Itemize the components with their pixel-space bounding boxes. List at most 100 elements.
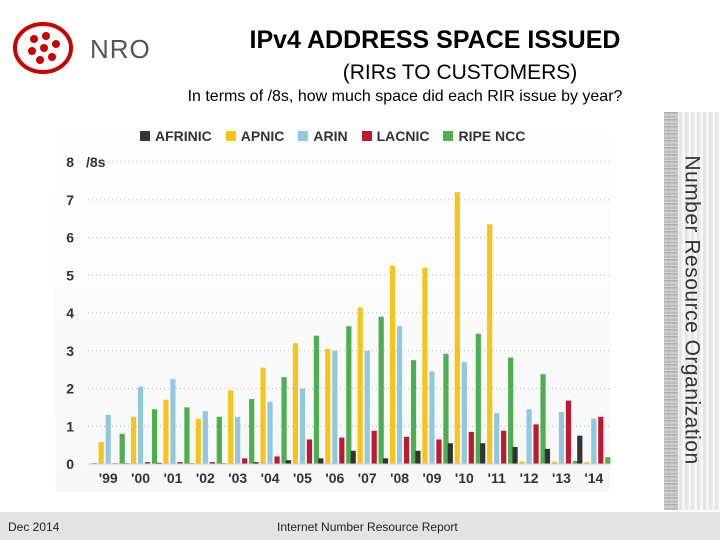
bar-arin bbox=[267, 401, 273, 464]
y-tick-label: 3 bbox=[66, 343, 74, 359]
legend-swatch bbox=[443, 131, 454, 141]
bar-arin bbox=[591, 418, 597, 464]
bar-afrinic bbox=[253, 462, 259, 464]
bar-afrinic bbox=[447, 443, 453, 464]
bar-ripe-ncc bbox=[410, 360, 417, 464]
bar-lacnic bbox=[468, 431, 474, 464]
bar-ripe-ncc bbox=[508, 357, 514, 464]
bar-apnic bbox=[584, 462, 590, 464]
bar-ripe-ncc bbox=[249, 399, 255, 464]
bar-ripe-ncc bbox=[572, 460, 579, 464]
footer-bar: Dec 2014 Internet Number Resource Report bbox=[0, 512, 720, 540]
bar-afrinic bbox=[415, 450, 421, 464]
bar-ripe-ncc bbox=[119, 433, 125, 464]
legend-swatch bbox=[225, 131, 236, 141]
bar-apnic bbox=[389, 265, 396, 464]
bar-arin bbox=[105, 414, 111, 464]
x-tick-label: '01 bbox=[163, 470, 182, 486]
bar-ripe-ncc bbox=[184, 407, 190, 464]
x-tick-label: '11 bbox=[488, 470, 506, 486]
bar-lacnic bbox=[177, 462, 183, 464]
bar-afrinic bbox=[577, 435, 583, 464]
y-tick-label: 1 bbox=[66, 418, 74, 434]
y-tick-label: 6 bbox=[66, 230, 74, 246]
x-tick-label: '08 bbox=[390, 470, 409, 486]
logo-text: NRO bbox=[90, 34, 151, 64]
bar-lacnic bbox=[533, 424, 539, 464]
bar-lacnic bbox=[501, 430, 507, 464]
bar-apnic bbox=[130, 416, 137, 464]
legend-label: ARIN bbox=[313, 128, 348, 144]
y-tick-label: 5 bbox=[66, 267, 74, 283]
nro-dots-logo-icon bbox=[13, 22, 73, 74]
bar-afrinic bbox=[544, 448, 551, 464]
bar-apnic bbox=[422, 267, 428, 464]
bar-arin bbox=[332, 350, 338, 464]
bar-lacnic bbox=[436, 439, 442, 464]
x-tick-label: '13 bbox=[552, 470, 571, 486]
x-tick-label: '12 bbox=[520, 470, 539, 486]
x-tick-label: '99 bbox=[99, 470, 118, 486]
bar-arin bbox=[299, 388, 306, 464]
bar-ripe-ncc bbox=[540, 374, 546, 464]
x-tick-label: '14 bbox=[584, 470, 603, 486]
bar-lacnic bbox=[371, 430, 377, 464]
bar-afrinic bbox=[512, 447, 518, 464]
bar-apnic bbox=[292, 343, 299, 464]
x-tick-label: '00 bbox=[131, 470, 150, 486]
x-tick-label: '05 bbox=[293, 470, 312, 486]
bar-ripe-ncc bbox=[281, 377, 287, 464]
bar-apnic bbox=[357, 307, 363, 464]
legend-label: APNIC bbox=[240, 128, 285, 144]
bar-afrinic bbox=[480, 443, 486, 464]
y-tick-label: 7 bbox=[66, 192, 74, 208]
bar-apnic bbox=[195, 418, 201, 464]
side-texture bbox=[664, 112, 720, 510]
x-tick-label: '06 bbox=[325, 470, 344, 486]
y-tick-label: 2 bbox=[66, 381, 74, 397]
bar-lacnic bbox=[144, 462, 151, 464]
legend-item: RIPE NCC bbox=[443, 128, 525, 144]
y-tick-label: 8 bbox=[66, 154, 74, 170]
legend-item: LACNIC bbox=[361, 128, 430, 144]
x-tick-label: '10 bbox=[455, 470, 474, 486]
bar-ripe-ncc bbox=[151, 409, 158, 464]
bar-lacnic bbox=[403, 436, 410, 464]
bar-apnic bbox=[325, 348, 331, 464]
legend-label: AFRINIC bbox=[155, 128, 212, 144]
bar-apnic bbox=[163, 399, 169, 464]
bar-arin bbox=[526, 409, 532, 464]
legend-item: APNIC bbox=[225, 128, 285, 144]
x-tick-label: '09 bbox=[422, 470, 441, 486]
bar-ripe-ncc bbox=[216, 416, 222, 464]
chart-legend: AFRINIC APNIC ARIN LACNIC RIPE NCC bbox=[140, 128, 525, 144]
footer-date: Dec 2014 bbox=[8, 520, 60, 534]
bar-lacnic bbox=[598, 416, 604, 464]
bar-ripe-ncc bbox=[475, 333, 481, 464]
bar-lacnic bbox=[209, 462, 215, 464]
bar-afrinic bbox=[318, 458, 324, 464]
bar-afrinic bbox=[285, 460, 292, 464]
bar-ripe-ncc bbox=[313, 335, 320, 464]
bar-apnic bbox=[551, 461, 558, 464]
bar-lacnic bbox=[274, 456, 280, 464]
bar-apnic bbox=[98, 442, 104, 464]
x-tick-label: '03 bbox=[228, 470, 247, 486]
bar-apnic bbox=[228, 390, 234, 464]
side-label: Number Resource Organization bbox=[681, 154, 704, 465]
legend-swatch bbox=[361, 131, 372, 141]
page-title: IPv4 ADDRESS SPACE ISSUED bbox=[249, 26, 621, 54]
bar-arin bbox=[235, 416, 241, 464]
bar-chart: 0 1 2 3 4 5 6 7 8/8s '99 '00 '01 '02 '03 '04 '05 '06 '07 '… bbox=[66, 154, 611, 486]
bar-arin bbox=[170, 379, 176, 464]
footer-report-title: Internet Number Resource Report bbox=[277, 520, 458, 534]
bar-ripe-ncc bbox=[443, 353, 449, 464]
bar-afrinic bbox=[156, 462, 162, 464]
x-tick-label: '02 bbox=[196, 470, 215, 486]
nro-logo: NRO bbox=[12, 20, 150, 80]
legend-label: LACNIC bbox=[376, 128, 430, 144]
y-tick-label: 0 bbox=[66, 456, 74, 472]
bar-arin bbox=[396, 326, 403, 464]
bar-apnic bbox=[454, 192, 460, 464]
x-tick-label: '04 bbox=[261, 470, 280, 486]
